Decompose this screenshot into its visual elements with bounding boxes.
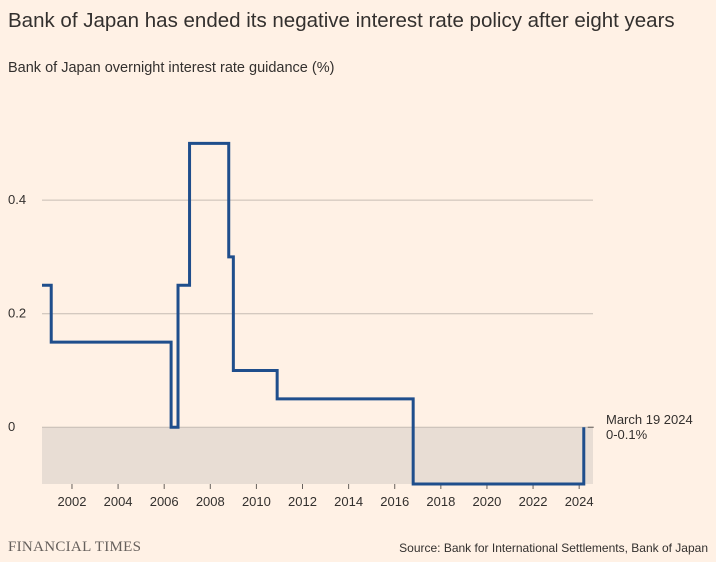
rate-step-line — [42, 141, 586, 486]
y-tick-label: 0.4 — [8, 192, 26, 207]
x-tick-label: 2008 — [196, 494, 225, 509]
annotation-date: March 19 2024 — [606, 412, 693, 427]
x-tick-label: 2014 — [334, 494, 363, 509]
x-tick-label: 2006 — [150, 494, 179, 509]
annotation-value: 0-0.1% — [606, 427, 648, 442]
x-tick-label: 2016 — [380, 494, 409, 509]
ft-logo: FINANCIAL TIMES — [8, 539, 142, 555]
x-tick-label: 2002 — [58, 494, 87, 509]
chart-title: Bank of Japan has ended its negative int… — [8, 9, 675, 32]
x-tick-label: 2024 — [565, 494, 594, 509]
chart-subtitle: Bank of Japan overnight interest rate gu… — [8, 60, 335, 76]
negative-rate-band — [42, 427, 593, 484]
x-tick-label: 2012 — [288, 494, 317, 509]
x-tick-label: 2022 — [519, 494, 548, 509]
x-tick-label: 2004 — [104, 494, 133, 509]
x-tick-label: 2020 — [472, 494, 501, 509]
x-tick-label: 2010 — [242, 494, 271, 509]
y-tick-label: 0.2 — [8, 306, 26, 321]
source-note: Source: Bank for International Settlemen… — [399, 541, 708, 555]
y-tick-label: 0 — [8, 419, 15, 434]
x-tick-label: 2018 — [426, 494, 455, 509]
